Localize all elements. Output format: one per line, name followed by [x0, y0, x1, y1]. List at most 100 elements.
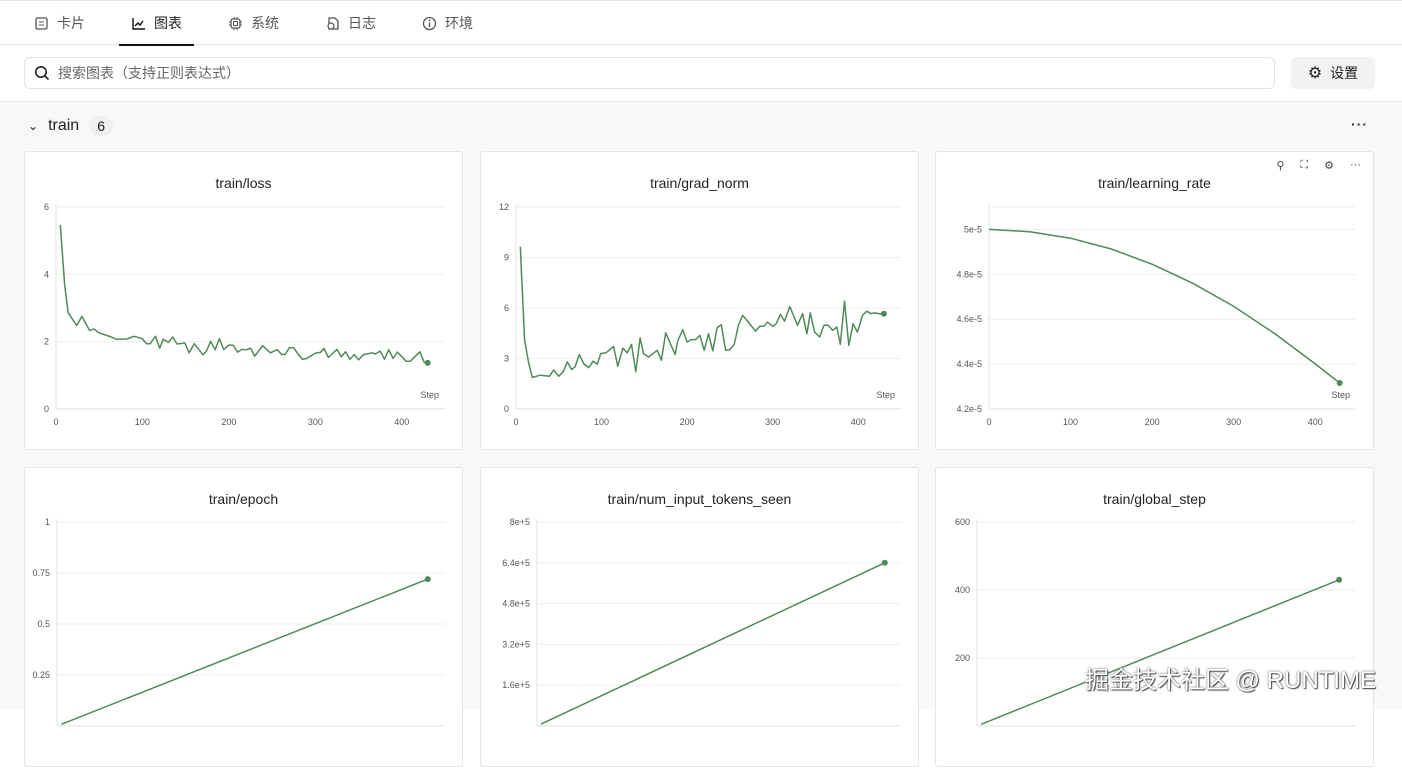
series-line: [59, 224, 428, 364]
fullscreen-icon[interactable]: ⛶: [1300, 159, 1309, 171]
tab-chart[interactable]: 图表: [119, 1, 194, 46]
tab-label: 系统: [251, 15, 279, 31]
y-tick-label: 6.4e+5: [502, 558, 530, 568]
y-tick-label: 4.8e-5: [956, 269, 982, 279]
series-line: [519, 246, 884, 379]
y-tick-label: 0.75: [32, 568, 50, 578]
chart-plot: 4.2e-5 4.4e-5 4.6e-5 4.8e-5 5e-5 0 100 200 300 40…: [956, 204, 1356, 427]
y-tick-label: 3.2e+5: [502, 639, 530, 649]
chart-icon: [132, 17, 145, 30]
y-tick-label: 4.8e+5: [502, 599, 530, 609]
tab-info[interactable]: 环境: [412, 1, 483, 45]
y-tick-label: 1: [45, 517, 50, 527]
series-line: [988, 228, 1341, 384]
series-line: [61, 578, 429, 725]
chevron-down-icon: ⌄: [28, 119, 39, 133]
more-icon[interactable]: ···: [1350, 159, 1361, 171]
chart-title: train/loss: [215, 175, 272, 191]
x-axis-label: Step: [420, 390, 439, 400]
x-tick-label: 400: [1308, 417, 1323, 427]
y-tick-label: 2: [44, 337, 49, 347]
last-point-marker: [424, 359, 431, 366]
chart-plot: 0 3 6 9 12 0 100 200 300 400 Step: [499, 202, 901, 427]
y-tick-label: 4.2e-5: [956, 404, 982, 414]
card-icon: [35, 16, 48, 30]
section-count-badge: 6: [89, 116, 113, 136]
log-icon: [327, 16, 339, 30]
y-tick-label: 8e+5: [510, 517, 530, 527]
x-tick-label: 300: [1226, 417, 1241, 427]
chart-plot: 0 2 4 6 0 100 200 300 400 Step: [44, 202, 445, 427]
chart-title: train/epoch: [208, 491, 279, 507]
chart-card[interactable]: train/global_step 200 400 600: [935, 467, 1374, 767]
y-tick-label: 600: [955, 517, 970, 527]
section-header[interactable]: ⌄ train 6: [28, 116, 113, 136]
series-line: [980, 579, 1340, 725]
tab-bar: 卡片 图表 系统 日志 环境: [0, 0, 1402, 46]
section-name: train: [48, 117, 80, 134]
tab-label: 日志: [348, 15, 376, 31]
y-tick-label: 0: [504, 404, 509, 414]
y-tick-label: 0: [44, 404, 49, 414]
x-tick-label: 300: [765, 417, 780, 427]
chart-plot: 0.25 0.5 0.75 1: [32, 517, 445, 727]
x-tick-label: 300: [308, 417, 323, 427]
x-tick-label: 100: [1063, 417, 1078, 427]
tab-label: 卡片: [57, 15, 85, 31]
chart-title: train/num_input_tokens_seen: [607, 491, 792, 507]
x-tick-label: 200: [221, 417, 236, 427]
x-axis-label: Step: [1331, 390, 1350, 400]
y-tick-label: 4.4e-5: [956, 359, 982, 369]
chart-title: train/grad_norm: [650, 175, 749, 191]
search-placeholder: 搜索图表（支持正则表达式）: [58, 65, 240, 81]
pin-icon[interactable]: ⚲: [1276, 160, 1285, 172]
settings-label: 设置: [1330, 65, 1359, 81]
tab-chip[interactable]: 系统: [218, 1, 289, 45]
x-tick-label: 200: [1145, 417, 1160, 427]
chip-icon: [229, 16, 242, 30]
search-icon: [35, 66, 50, 81]
x-tick-label: 400: [394, 417, 409, 427]
x-tick-label: 0: [986, 417, 991, 427]
card-toolbar: ⚲ ⛶ ⚙ ···: [1276, 159, 1361, 172]
chart-title: train/global_step: [1103, 491, 1206, 507]
info-icon: [422, 16, 437, 30]
x-tick-label: 100: [135, 417, 150, 427]
x-tick-label: 100: [594, 417, 609, 427]
chart-plot: 1.6e+5 3.2e+5 4.8e+5 6.4e+5 8e+5: [502, 517, 901, 727]
y-tick-label: 6: [504, 303, 509, 313]
y-tick-label: 12: [499, 202, 509, 212]
y-tick-label: 0.5: [37, 619, 50, 629]
y-tick-label: 0.25: [32, 670, 50, 680]
tab-card[interactable]: 卡片: [24, 1, 95, 45]
last-point-marker: [1336, 576, 1343, 583]
tab-label: 图表: [154, 15, 182, 31]
y-tick-label: 4: [44, 269, 49, 279]
y-tick-label: 200: [955, 653, 970, 663]
chart-card[interactable]: train/epoch 0.25 0.5 0.75 1: [24, 467, 463, 767]
section-more-icon[interactable]: ···: [1351, 116, 1368, 132]
chart-card[interactable]: train/loss 0 2 4 6 0 100 200 300 400 Step: [24, 151, 463, 450]
gear-icon: ⚙: [1307, 65, 1323, 82]
series-line: [540, 562, 886, 725]
watermark: 掘金技术社区 @ RUNTIME: [1085, 667, 1377, 694]
x-tick-label: 0: [513, 417, 518, 427]
gear-icon[interactable]: ⚙: [1324, 160, 1334, 172]
chart-title: train/learning_rate: [1098, 175, 1211, 191]
x-tick-label: 200: [680, 417, 695, 427]
search-input[interactable]: 搜索图表（支持正则表达式）: [24, 57, 1275, 89]
last-point-marker: [880, 310, 887, 317]
y-tick-label: 1.6e+5: [502, 680, 530, 690]
tab-log[interactable]: 日志: [315, 1, 386, 45]
chart-plot: 200 400 600: [955, 517, 1356, 727]
y-tick-label: 6: [44, 202, 49, 212]
chart-card[interactable]: train/grad_norm 0 3 6 9 12 0 100 200 300 400 Step: [480, 151, 919, 450]
x-tick-label: 400: [851, 417, 866, 427]
settings-button[interactable]: ⚙ 设置: [1291, 57, 1375, 89]
y-tick-label: 4.6e-5: [956, 314, 982, 324]
chart-card[interactable]: train/learning_rate ⚲ ⛶ ⚙ ··· 4.2e-5 4.4e-5 4.6…: [935, 151, 1374, 450]
chart-card[interactable]: train/num_input_tokens_seen 1.6e+5 3.2e+5 4…: [480, 467, 919, 767]
last-point-marker: [881, 559, 888, 566]
last-point-marker: [424, 576, 431, 583]
last-point-marker: [1336, 379, 1343, 386]
